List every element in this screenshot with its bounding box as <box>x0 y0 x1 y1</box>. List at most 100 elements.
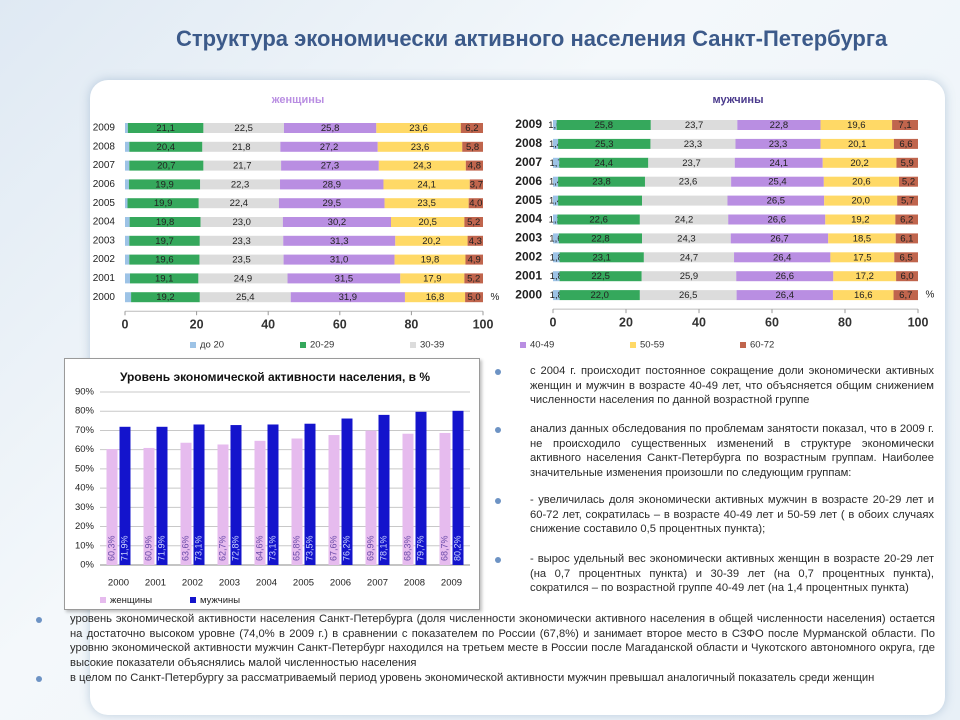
bar-segment <box>639 290 737 301</box>
bar-segment <box>893 138 918 149</box>
data-label: 17,9 <box>423 273 442 284</box>
data-label: 19,9 <box>155 179 174 190</box>
data-label: 7,1 <box>898 120 911 131</box>
bullet <box>495 557 501 563</box>
data-label: 63,6% <box>180 535 190 561</box>
data-label: 1,0 <box>548 120 561 131</box>
x-tick-label: 2004 <box>256 578 277 589</box>
data-label: 22,6 <box>589 215 608 226</box>
data-label: 69,9% <box>365 535 375 561</box>
bar-segment <box>553 138 559 149</box>
data-label: 31,9 <box>339 292 358 303</box>
bar-segment <box>376 123 461 133</box>
data-label: 23,5 <box>417 198 436 209</box>
bullet <box>495 498 501 504</box>
bullet <box>495 369 501 375</box>
data-label: 25,4 <box>768 177 787 188</box>
data-label: 23,6 <box>679 177 698 188</box>
bar-segment <box>199 254 284 265</box>
bar-segment <box>131 292 200 303</box>
data-label: 1,2 <box>549 215 562 226</box>
data-label: 24,9 <box>234 273 253 284</box>
y-tick-label: 70% <box>75 425 95 436</box>
data-label: 22,5 <box>591 271 610 282</box>
bar-segment <box>824 195 898 206</box>
bar-segment <box>650 120 738 130</box>
data-label: 18,5 <box>853 233 872 244</box>
data-label: 19,6 <box>155 255 174 266</box>
y-tick-label: 2001 <box>515 268 542 282</box>
data-label: 24,7 <box>680 252 699 263</box>
data-label: 5,7 <box>901 196 914 207</box>
legend-label: 30-39 <box>420 340 444 351</box>
x-tick-label: 2005 <box>293 578 314 589</box>
bar-segment <box>896 157 918 168</box>
x-tick-label: 2002 <box>182 578 203 589</box>
data-label: 19,8 <box>156 217 175 228</box>
bar-segment <box>557 214 640 225</box>
data-label: 1,6 <box>549 233 562 244</box>
x-tick-label: 60 <box>333 317 347 331</box>
data-label: 1,4 <box>549 196 562 207</box>
bar-segment <box>383 179 470 190</box>
data-label: 19,6 <box>847 120 866 131</box>
data-label: 24,4 <box>594 158 613 169</box>
bar-segment <box>282 217 391 227</box>
bar-segment <box>278 198 385 209</box>
data-label: 25,8 <box>594 120 613 131</box>
data-label: 6,2 <box>465 123 478 134</box>
bar-segment <box>830 252 895 263</box>
data-label: 26,6 <box>767 215 786 226</box>
data-label: 64,6% <box>254 535 264 561</box>
bar-segment <box>460 123 483 133</box>
bar <box>328 435 340 565</box>
data-label: 19,9 <box>154 198 173 209</box>
bar-segment <box>553 176 559 187</box>
bar-segment <box>897 195 918 206</box>
bar-segment <box>200 217 283 227</box>
bar-segment <box>559 290 640 301</box>
x-tick-label: 20 <box>619 315 633 329</box>
bar-segment <box>558 176 645 187</box>
bar <box>402 433 414 565</box>
y-tick-label: 2009 <box>93 123 116 134</box>
bar-segment <box>641 271 737 282</box>
data-label: 5,2 <box>467 273 480 284</box>
data-label: 17,2 <box>855 271 874 282</box>
y-tick-label: 40% <box>75 483 95 494</box>
data-label: 71,9% <box>156 535 166 561</box>
data-label: 4,3 <box>469 236 482 247</box>
data-label: 79,7% <box>415 535 425 561</box>
y-tick-label: 2008 <box>93 141 116 152</box>
data-label: 19,8 <box>421 255 440 266</box>
bar-segment <box>129 141 203 152</box>
data-label: 1,8 <box>550 290 563 301</box>
y-tick-label: 2004 <box>515 212 542 226</box>
data-label: 78,1% <box>378 535 388 561</box>
bar-segment <box>822 157 897 168</box>
data-label: 23,0 <box>232 217 251 228</box>
data-label: 29,5 <box>322 198 341 209</box>
bar-segment <box>287 273 401 284</box>
data-label: 26,5 <box>767 196 786 207</box>
y-tick-label: 30% <box>75 502 95 513</box>
data-label: 6,7 <box>899 290 912 301</box>
y-tick-label: 50% <box>75 463 95 474</box>
data-label: 19,2 <box>156 292 175 303</box>
data-label: 4,0 <box>469 198 482 209</box>
bar-segment <box>280 141 378 152</box>
y-tick-label: 2003 <box>93 235 116 246</box>
bar-segment <box>728 214 826 225</box>
y-tick-label: 2005 <box>93 198 116 209</box>
bar-segment <box>404 292 466 303</box>
x-tick-label: 2000 <box>108 578 129 589</box>
legend-swatch <box>100 597 106 603</box>
x-tick-label: 100 <box>908 315 929 329</box>
legend-swatch <box>410 342 416 348</box>
bar-segment <box>468 198 483 209</box>
bar-segment <box>556 120 651 130</box>
bar-segment <box>283 123 377 133</box>
data-label: 1,8 <box>550 252 563 263</box>
bar-segment <box>553 214 558 225</box>
